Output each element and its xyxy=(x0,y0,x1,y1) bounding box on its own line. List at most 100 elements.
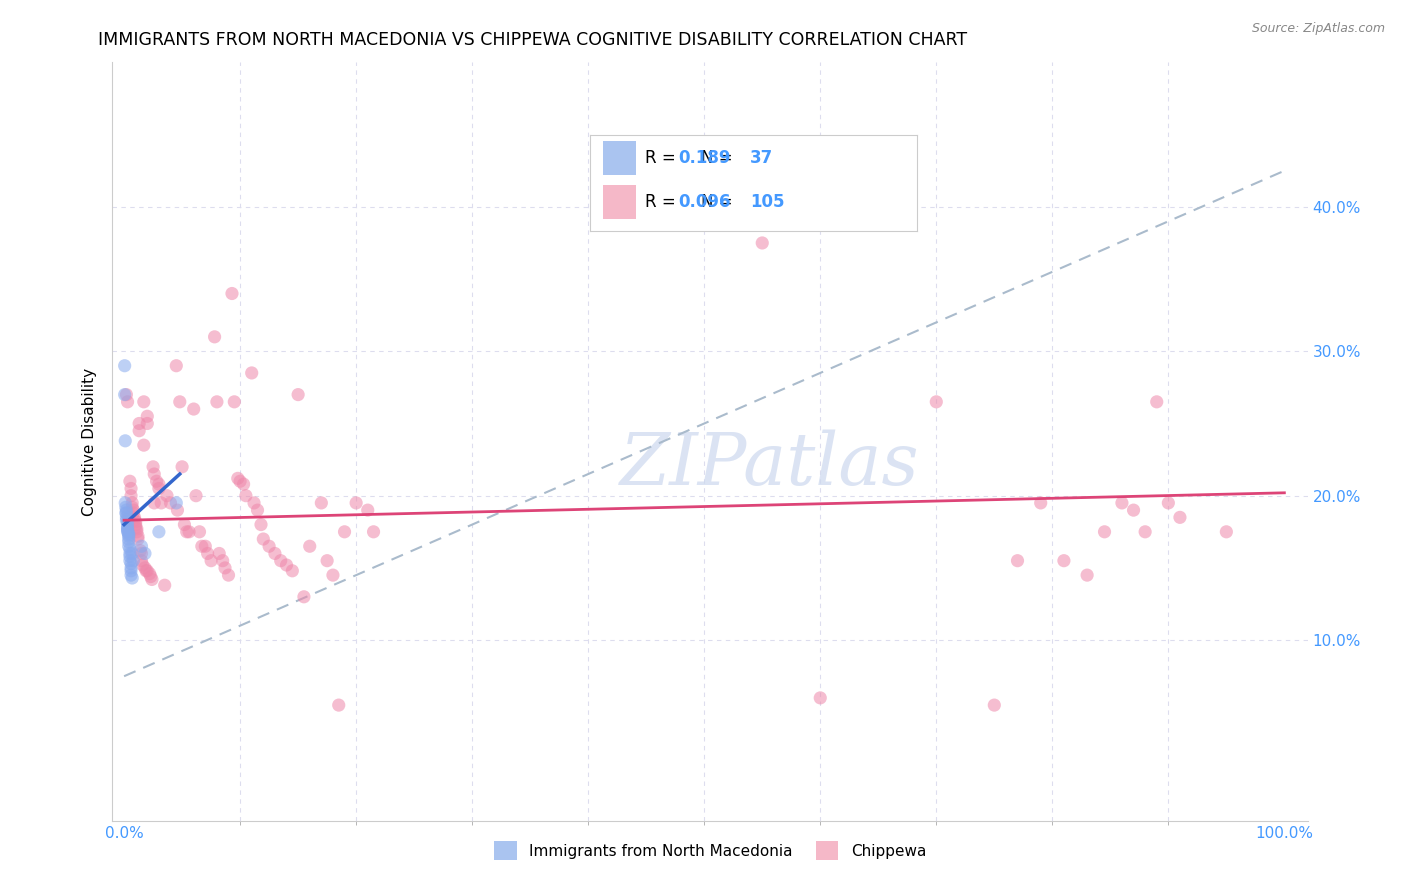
Point xyxy=(153,578,176,592)
Point xyxy=(172,459,194,474)
Point xyxy=(214,561,236,575)
Point xyxy=(983,698,1005,712)
Point xyxy=(117,515,139,529)
Point xyxy=(197,546,219,560)
Point xyxy=(221,286,243,301)
Text: IMMIGRANTS FROM NORTH MACEDONIA VS CHIPPEWA COGNITIVE DISABILITY CORRELATION CHA: IMMIGRANTS FROM NORTH MACEDONIA VS CHIPP… xyxy=(98,31,967,49)
Point xyxy=(134,546,156,560)
Point xyxy=(115,506,138,520)
Point xyxy=(264,546,287,560)
Point xyxy=(344,496,367,510)
Point xyxy=(159,496,181,510)
Text: ZIPatlas: ZIPatlas xyxy=(620,429,920,500)
Point xyxy=(114,359,136,373)
Point xyxy=(118,510,141,524)
Point xyxy=(322,568,344,582)
Point xyxy=(183,402,205,417)
Point xyxy=(128,424,150,438)
Point xyxy=(235,489,257,503)
Point xyxy=(125,517,148,532)
Point xyxy=(131,546,153,560)
Text: R =: R = xyxy=(645,149,682,167)
Point xyxy=(281,564,304,578)
Point xyxy=(124,510,146,524)
Point xyxy=(287,387,309,401)
Point xyxy=(143,467,166,481)
Bar xyxy=(603,186,636,219)
Point xyxy=(117,520,139,534)
Text: Source: ZipAtlas.com: Source: ZipAtlas.com xyxy=(1251,22,1385,36)
Point xyxy=(1111,496,1133,510)
Point xyxy=(276,558,298,572)
Point xyxy=(148,524,170,539)
Point xyxy=(127,532,149,546)
Point xyxy=(357,503,380,517)
Point xyxy=(292,590,315,604)
Point xyxy=(118,549,141,564)
Point xyxy=(138,566,160,581)
Point xyxy=(252,532,274,546)
Point xyxy=(165,359,187,373)
Point xyxy=(120,557,142,571)
Point xyxy=(218,568,240,582)
Point xyxy=(208,546,231,560)
Point xyxy=(226,471,249,485)
Point xyxy=(142,459,165,474)
Text: 0.189: 0.189 xyxy=(678,149,731,167)
Point xyxy=(169,394,191,409)
Text: N =: N = xyxy=(702,194,738,211)
Point xyxy=(118,529,141,543)
Legend: Immigrants from North Macedonia, Chippewa: Immigrants from North Macedonia, Chippew… xyxy=(488,835,932,866)
Point xyxy=(751,235,773,250)
Point xyxy=(243,496,266,510)
Point xyxy=(270,554,292,568)
Point xyxy=(129,543,152,558)
Point xyxy=(141,573,163,587)
Point xyxy=(1133,524,1156,539)
Text: 105: 105 xyxy=(749,194,785,211)
Point xyxy=(316,554,339,568)
Point xyxy=(1029,496,1052,510)
Point xyxy=(173,517,195,532)
Point xyxy=(125,515,148,529)
Point xyxy=(1146,394,1168,409)
Point xyxy=(211,554,233,568)
Point xyxy=(224,394,246,409)
Text: R =: R = xyxy=(645,194,682,211)
Point xyxy=(131,554,153,568)
Text: 0.096: 0.096 xyxy=(678,194,731,211)
Point xyxy=(114,496,136,510)
Point xyxy=(194,539,217,553)
Point xyxy=(118,532,141,546)
Point xyxy=(122,506,145,520)
Point xyxy=(121,500,143,515)
Point xyxy=(1053,554,1076,568)
Point xyxy=(229,475,252,489)
Point xyxy=(143,496,166,510)
Point xyxy=(200,554,222,568)
Point xyxy=(117,522,139,536)
Point xyxy=(132,438,155,452)
Point xyxy=(114,434,136,448)
Point xyxy=(177,524,200,539)
Point xyxy=(166,503,188,517)
Point xyxy=(191,539,214,553)
Y-axis label: Cognitive Disability: Cognitive Disability xyxy=(82,368,97,516)
Point xyxy=(136,417,159,431)
Point xyxy=(148,477,170,491)
Point xyxy=(118,546,141,560)
Point xyxy=(121,546,143,560)
Point xyxy=(122,554,145,568)
Point xyxy=(188,524,211,539)
Point xyxy=(115,510,138,524)
Point xyxy=(1157,496,1180,510)
Point xyxy=(127,529,149,543)
Point xyxy=(120,482,142,496)
Point xyxy=(120,561,142,575)
Point xyxy=(363,524,385,539)
Point xyxy=(124,513,146,527)
Point xyxy=(1168,510,1191,524)
Point xyxy=(135,564,157,578)
Point xyxy=(156,489,179,503)
Point xyxy=(1007,554,1029,568)
